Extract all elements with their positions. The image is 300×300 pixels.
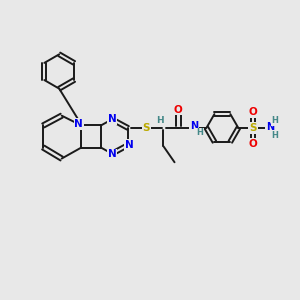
Text: H: H — [156, 116, 164, 125]
Text: O: O — [174, 104, 183, 115]
Text: N: N — [125, 140, 134, 150]
Text: H: H — [196, 128, 203, 137]
Text: H: H — [272, 116, 279, 125]
Text: N: N — [74, 119, 83, 129]
Text: H: H — [272, 131, 279, 140]
Text: S: S — [142, 123, 150, 133]
Text: O: O — [249, 139, 257, 149]
Text: S: S — [249, 123, 257, 133]
Text: N: N — [108, 114, 116, 124]
Text: O: O — [249, 107, 257, 117]
Text: N: N — [266, 122, 274, 132]
Text: N: N — [190, 121, 198, 131]
Text: N: N — [108, 149, 116, 159]
